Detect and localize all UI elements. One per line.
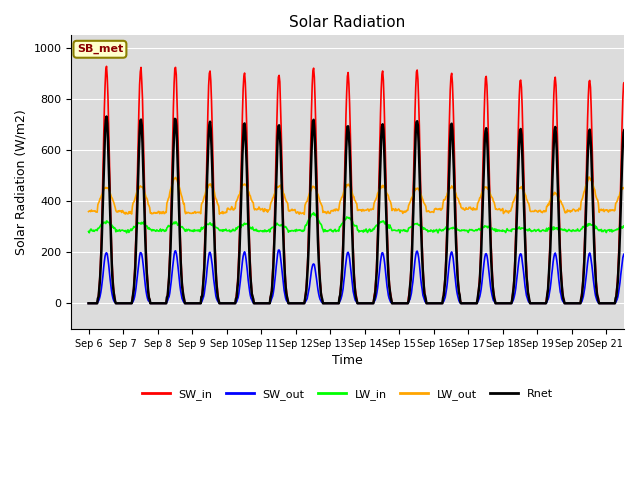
SW_in [535,300,543,306]
X-axis label: Time: Time [332,354,363,367]
Line: LW_out: LW_out [88,177,640,215]
LW_out [552,190,559,196]
SW_in [93,300,101,306]
SW_out [160,300,168,306]
Rnet [483,125,490,131]
SW_out [483,251,490,256]
LW_out [84,209,92,215]
Rnet [161,300,168,306]
Rnet [535,300,543,306]
Rnet [102,114,110,120]
LW_out [93,209,101,215]
SW_out [93,300,101,306]
Title: Solar Radiation: Solar Radiation [289,15,406,30]
LW_in [434,230,442,236]
SW_out [637,300,640,306]
SW_out [535,300,543,306]
SW_in [483,73,490,79]
LW_out [160,211,168,216]
Rnet [207,127,214,132]
Line: SW_in: SW_in [88,66,640,303]
Text: SB_met: SB_met [77,44,123,54]
LW_in [536,228,543,234]
SW_out [552,250,559,256]
LW_in [84,228,92,234]
SW_in [637,300,640,306]
LW_in [552,226,560,231]
LW_in [637,227,640,233]
Rnet [637,300,640,306]
Rnet [552,124,559,130]
LW_in [206,220,214,226]
SW_out [206,250,214,255]
Y-axis label: Solar Radiation (W/m2): Solar Radiation (W/m2) [15,109,28,255]
Line: LW_in: LW_in [88,213,640,233]
LW_out [300,212,308,217]
Line: SW_out: SW_out [88,250,640,303]
LW_in [160,228,168,233]
Rnet [93,300,101,306]
SW_in [207,78,214,84]
Legend: SW_in, SW_out, LW_in, LW_out, Rnet: SW_in, SW_out, LW_in, LW_out, Rnet [138,384,557,404]
SW_in [161,300,168,306]
SW_in [84,300,92,306]
LW_out [585,174,593,180]
LW_in [483,223,491,229]
SW_out [84,300,92,306]
LW_in [310,210,317,216]
Rnet [84,300,92,306]
SW_out [275,247,283,253]
LW_out [206,182,214,188]
SW_in [552,74,559,80]
LW_out [535,208,543,214]
SW_in [102,63,110,69]
LW_out [483,185,490,191]
LW_out [637,206,640,212]
LW_in [93,228,101,234]
Line: Rnet: Rnet [88,117,640,303]
